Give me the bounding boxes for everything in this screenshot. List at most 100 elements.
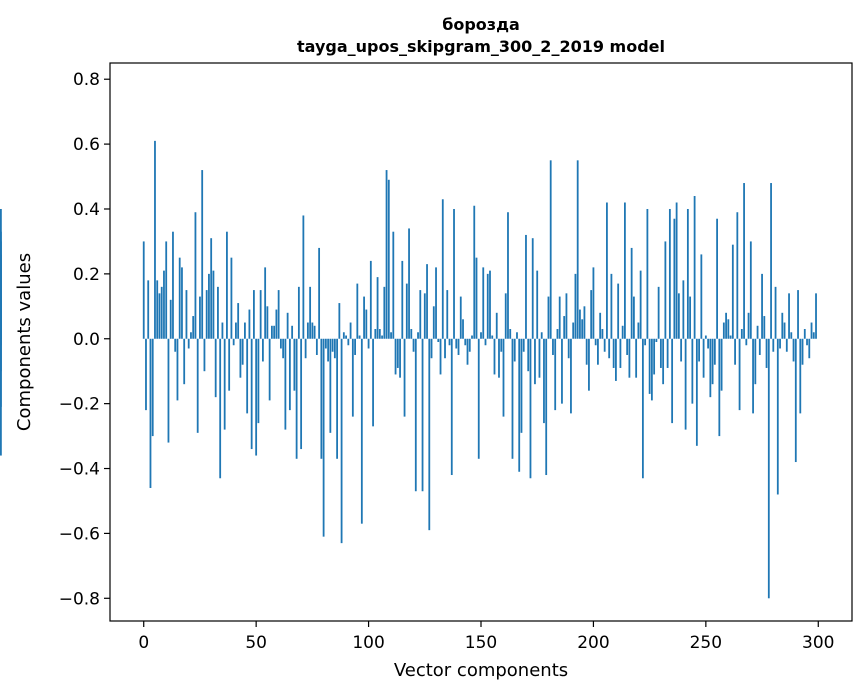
bar	[608, 338, 611, 359]
bar	[192, 316, 195, 339]
bar	[160, 286, 163, 339]
bar	[417, 332, 419, 339]
bar	[291, 325, 294, 339]
bar	[812, 332, 815, 339]
bar	[702, 338, 705, 378]
bar	[293, 338, 296, 391]
bar	[318, 247, 321, 339]
bar	[172, 231, 174, 339]
bar	[199, 296, 201, 339]
bar	[262, 338, 264, 362]
bar	[181, 267, 183, 339]
bar	[426, 264, 428, 339]
bar	[612, 338, 615, 368]
bar	[390, 332, 392, 339]
bar	[662, 338, 665, 385]
bar	[482, 267, 485, 339]
bar	[628, 338, 631, 378]
bar	[747, 312, 750, 339]
bar	[320, 338, 323, 459]
bar	[396, 338, 399, 368]
bar	[210, 238, 213, 339]
bar	[239, 338, 242, 378]
bar	[201, 170, 204, 339]
bar	[340, 338, 343, 544]
bar	[196, 338, 199, 433]
bar	[253, 290, 255, 339]
bar	[763, 316, 766, 339]
bar	[646, 208, 649, 339]
bar	[408, 228, 410, 339]
bar	[624, 202, 626, 339]
bar	[169, 299, 172, 339]
bar	[536, 270, 539, 339]
bar	[806, 338, 808, 346]
bar	[187, 338, 190, 349]
bar	[561, 338, 563, 404]
bar	[599, 312, 602, 339]
x-tick-label: 0	[138, 633, 149, 653]
bar	[367, 338, 370, 349]
bar	[448, 338, 451, 346]
bar	[707, 338, 709, 349]
bar	[145, 338, 147, 411]
bar	[498, 338, 500, 378]
bar	[282, 338, 285, 359]
bar	[273, 325, 276, 339]
bar	[637, 322, 640, 339]
bar	[619, 338, 622, 368]
y-tick-label: −0.4	[59, 460, 100, 480]
bar	[471, 335, 473, 339]
bar	[237, 303, 240, 339]
bar	[295, 338, 298, 459]
bar	[673, 218, 676, 339]
bar	[284, 338, 287, 430]
bar	[288, 338, 291, 411]
x-tick-label: 300	[802, 633, 834, 653]
bar	[241, 338, 244, 365]
bar	[597, 338, 599, 365]
bar	[774, 286, 777, 339]
bar	[808, 338, 811, 359]
bar	[641, 338, 644, 479]
bar	[248, 309, 251, 339]
bar	[606, 202, 608, 339]
bar	[309, 286, 312, 339]
bar	[208, 273, 210, 339]
plot-frame	[109, 62, 853, 622]
chart-title: борозда	[442, 15, 520, 34]
bar	[324, 338, 327, 349]
bar-series	[0, 140, 817, 599]
x-tick-label: 250	[690, 633, 722, 653]
bar	[729, 335, 732, 339]
bar	[799, 338, 802, 414]
bar	[684, 338, 687, 430]
bar	[167, 338, 170, 443]
bar	[601, 329, 604, 339]
bar	[779, 338, 781, 349]
bar	[453, 208, 455, 339]
bar	[232, 338, 235, 346]
bar	[797, 290, 799, 339]
bar	[686, 208, 689, 339]
bar	[745, 338, 748, 346]
bar	[592, 267, 595, 339]
bar	[414, 338, 417, 492]
bar	[709, 338, 712, 398]
bar	[331, 338, 334, 352]
bar	[205, 290, 208, 339]
bar	[405, 283, 408, 339]
bar	[594, 338, 597, 346]
bar	[484, 338, 487, 346]
bar	[226, 231, 228, 339]
bar	[756, 325, 759, 339]
bar	[176, 338, 179, 401]
bar	[489, 270, 491, 339]
y-tick-label: 0.2	[73, 265, 100, 285]
bar	[653, 338, 656, 375]
bar	[513, 338, 516, 362]
bar	[547, 296, 550, 339]
bar	[306, 322, 309, 339]
bar	[518, 338, 521, 472]
bar	[617, 283, 620, 339]
